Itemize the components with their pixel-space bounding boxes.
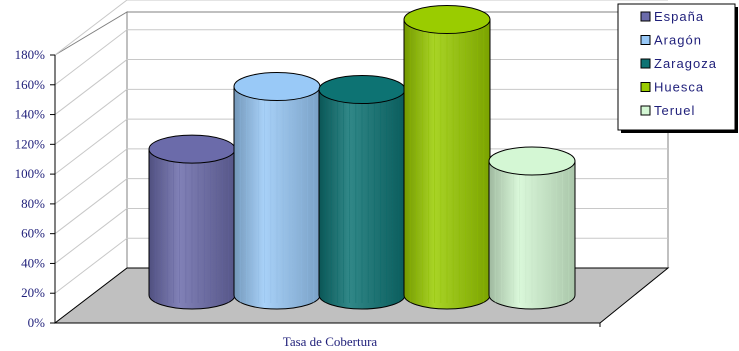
gridline-side xyxy=(54,148,128,205)
y-tick-label: 100% xyxy=(15,166,46,181)
legend-swatch xyxy=(640,35,651,45)
legend-item: Teruel xyxy=(640,103,695,118)
cylinder-top xyxy=(403,5,491,35)
legend-swatch xyxy=(640,11,651,22)
bar-huesca xyxy=(403,5,491,310)
y-tick-label: 40% xyxy=(21,255,45,270)
legend-item: Zaragoza xyxy=(640,56,717,71)
legend-label: Huesca xyxy=(654,80,704,95)
bar-teruel xyxy=(488,146,576,310)
gridline-side xyxy=(54,237,128,294)
legend-label: Teruel xyxy=(654,103,695,118)
y-tick-label: 180% xyxy=(15,47,46,62)
legend: España Aragón Zaragoza Huesca Teruel xyxy=(617,3,738,133)
y-tick-label: 0% xyxy=(28,315,46,330)
legend-item: Aragón xyxy=(640,33,702,48)
gridline-side xyxy=(54,0,128,56)
legend-box xyxy=(617,3,736,131)
y-tick-label: 60% xyxy=(21,226,45,241)
y-tick-label: 20% xyxy=(21,285,45,300)
bar-zaragoza xyxy=(318,75,406,310)
legend-swatch xyxy=(640,82,651,92)
gridline-side xyxy=(54,88,128,145)
gridline-side xyxy=(54,178,128,235)
gridline-side xyxy=(54,29,128,86)
y-axis: 0% 20% 40% 60% 80% 100% 120% 140% 160% 180% xyxy=(15,47,601,330)
legend-item: España xyxy=(640,9,704,24)
legend-item: Huesca xyxy=(640,80,704,95)
legend-label: España xyxy=(654,9,704,24)
gridline-side xyxy=(54,118,128,175)
y-tick-label: 80% xyxy=(21,196,45,211)
y-tick-label: 120% xyxy=(15,136,46,151)
cylinder-top xyxy=(488,146,576,176)
y-tick-label: 160% xyxy=(15,77,46,92)
gridline-side xyxy=(54,59,128,115)
cylinder-top xyxy=(148,134,236,164)
gridline-side xyxy=(54,208,128,264)
bar-españa xyxy=(148,134,236,310)
x-category-label: Tasa de Cobertura xyxy=(283,334,378,349)
legend-swatch xyxy=(640,105,651,116)
cylinder-top xyxy=(233,72,321,102)
legend-swatch xyxy=(640,58,651,69)
bar-aragón xyxy=(233,72,321,310)
legend-label: Zaragoza xyxy=(654,56,717,71)
cylinder-top xyxy=(318,75,406,105)
bars xyxy=(148,5,576,310)
legend-label: Aragón xyxy=(654,33,702,48)
y-tick-label: 140% xyxy=(15,107,46,122)
